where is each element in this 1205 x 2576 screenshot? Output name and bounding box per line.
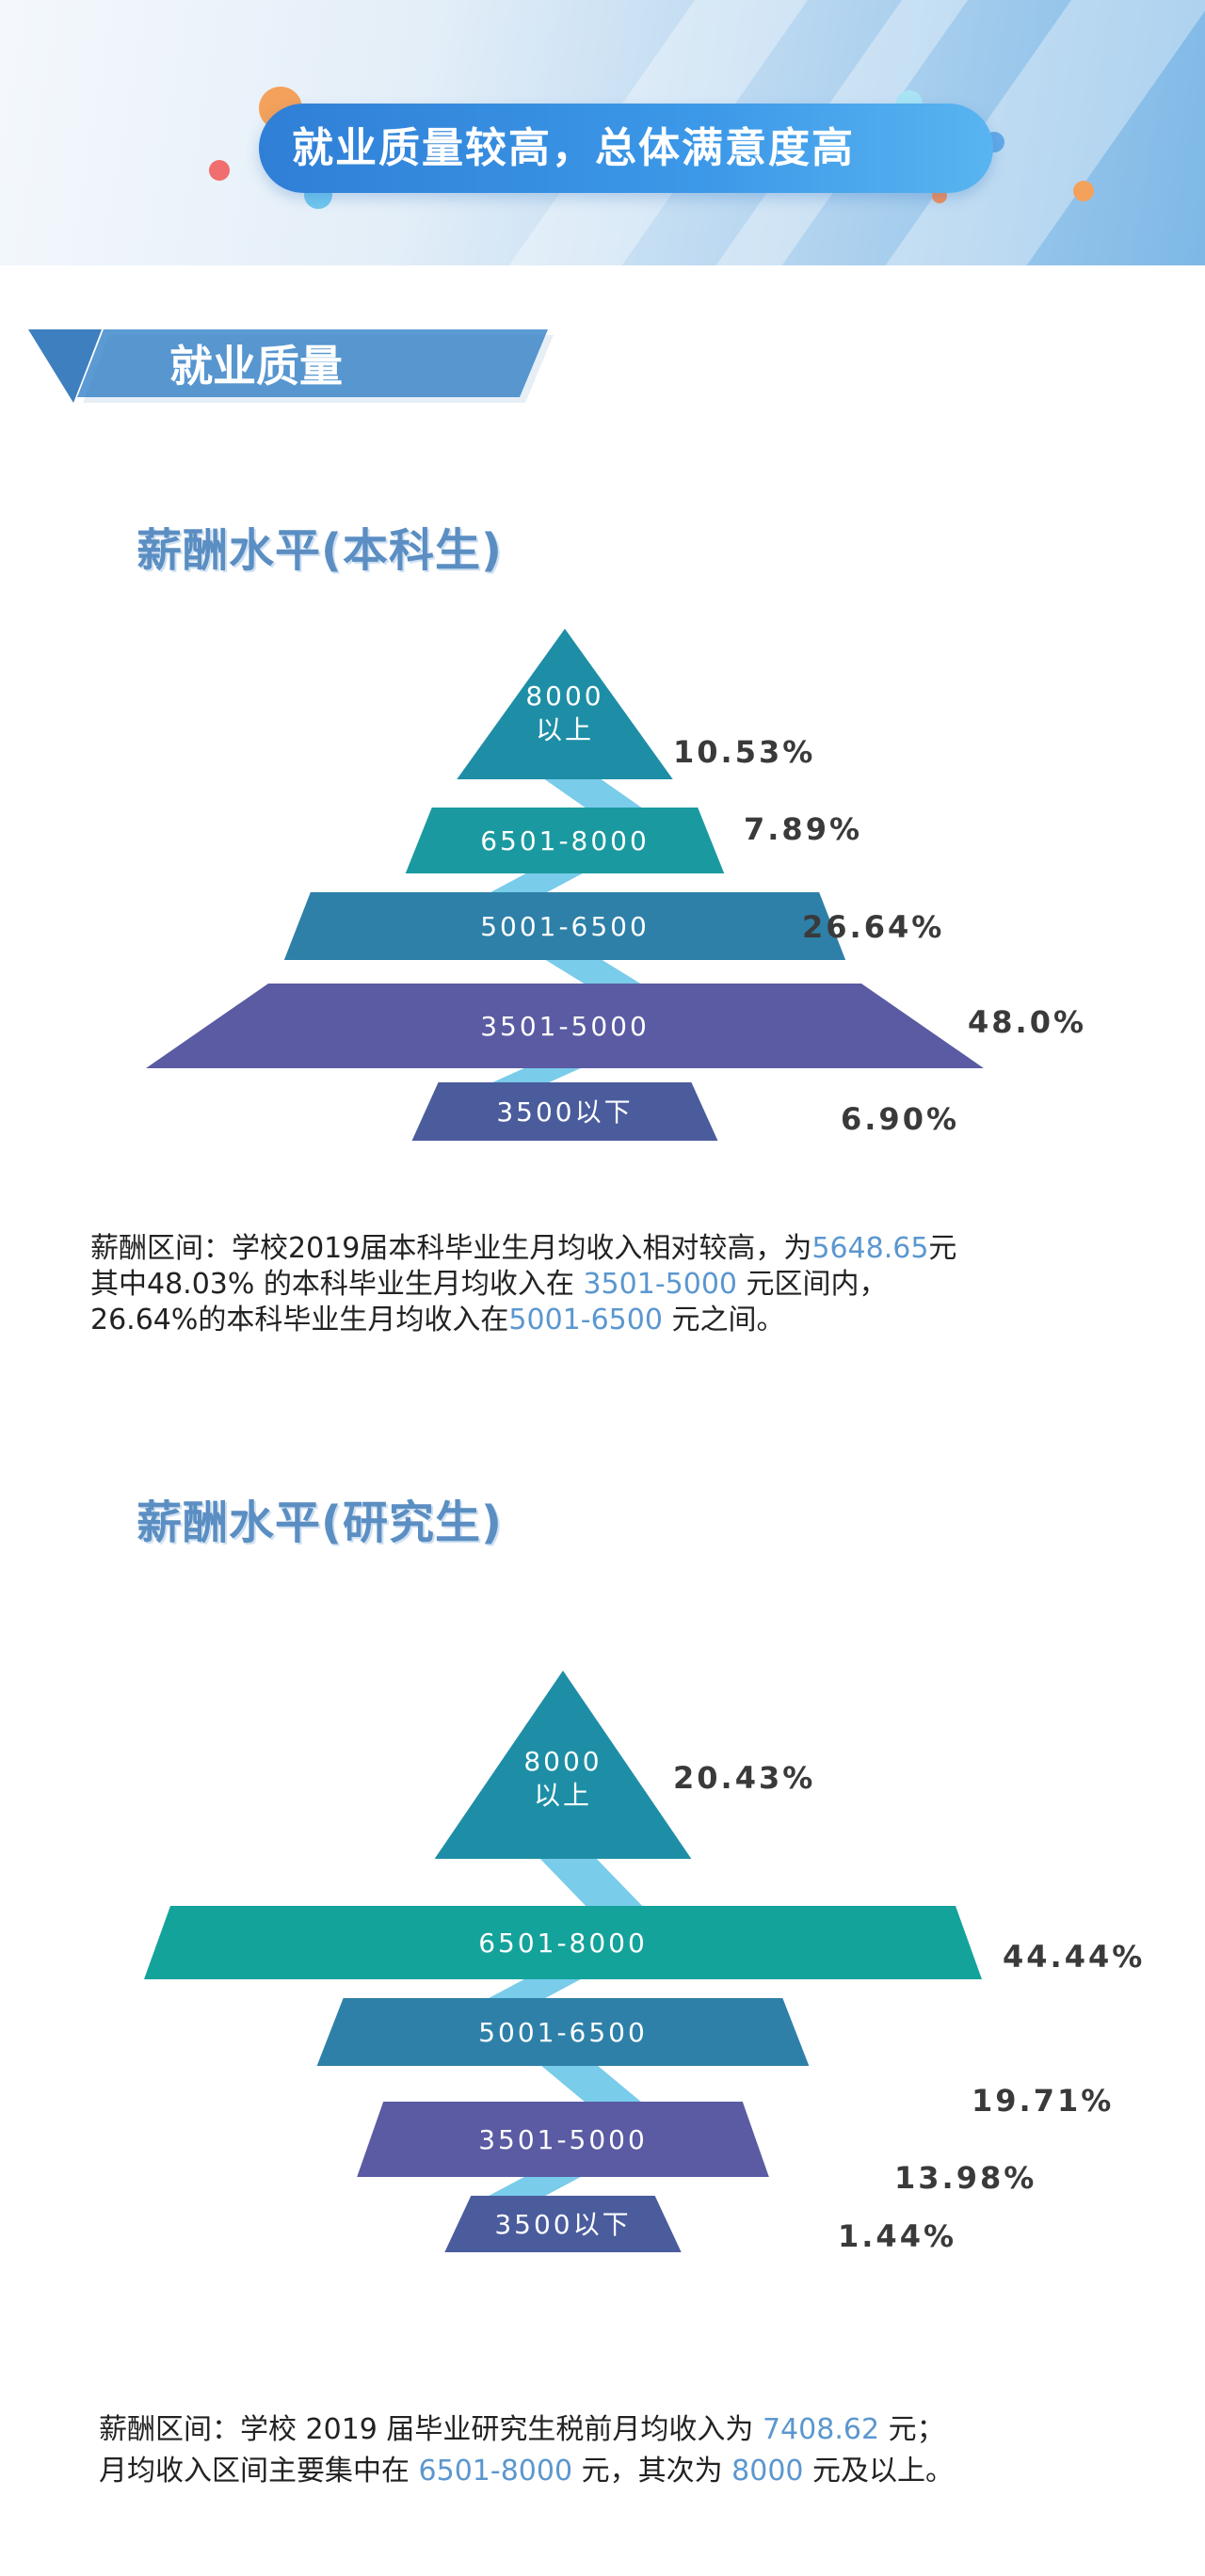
decor-dot [209,160,230,181]
paragraph-line: 26.64%的本科毕业生月均收入在5001-6500 元之间。 [90,1304,785,1336]
band-category-label: 5001-6500 [478,2017,648,2048]
connector-ribbon [478,2171,591,2201]
connector-ribbon [537,954,650,989]
pyramid-band [146,984,984,1068]
section-heading: 就业质量 [28,329,555,403]
section-heading-shape [28,329,554,403]
connector-ribbon [535,1853,648,1912]
band-category-label: 6501-8000 [480,825,650,856]
pyramid-band [457,629,673,779]
pyramid-band [405,808,725,873]
band-value-label: 1.44% [838,2218,956,2254]
band-category-label: 3500以下 [494,2209,631,2240]
connector-ribbon [480,1063,593,1088]
undergrad-paragraph: 薪酬区间：学校2019届本科毕业生月均收入相对较高，为5648.65元 其中48… [90,1231,956,1338]
band-category-label: 8000 [523,1746,602,1777]
paragraph-line: 薪酬区间：学校 2019 届毕业研究生税前月均收入为 7408.62 元； [99,2413,945,2446]
band-value-label: 26.64% [802,909,944,945]
band-value-label: 6.90% [841,1101,959,1137]
connector-ribbon [480,868,593,898]
band-value-label: 19.71% [972,2083,1114,2119]
pyramid-band [434,1671,692,1859]
band-value-label: 10.53% [673,734,815,770]
band-category-label: 6501-8000 [478,1928,648,1959]
band-category-label: 5001-6500 [480,911,650,942]
paragraph-line: 薪酬区间：学校2019届本科毕业生月均收入相对较高，为5648.65元 [90,1232,957,1265]
band-category-label: 3501-5000 [478,2124,648,2155]
connector-ribbon [537,774,650,813]
band-value-label: 13.98% [894,2160,1036,2196]
band-value-label: 20.43% [673,1760,815,1796]
band-value-label: 7.89% [744,811,862,847]
band-value-label: 44.44% [1003,1939,1145,1975]
pyramid-band [283,892,846,960]
band-value-label: 48.0% [968,1004,1086,1040]
pyramid-band [411,1082,718,1141]
connector-ribbon [478,1974,591,2004]
band-category-label: 以上 [534,1780,592,1811]
pyramid-band [316,1998,810,2066]
decor-dot [1073,181,1094,201]
pyramid-band [444,2196,682,2252]
undergrad-heading: 薪酬水平(本科生) [137,524,503,577]
connector-ribbon [535,2060,648,2107]
paragraph-line: 其中48.03% 的本科毕业生月均收入在 3501-5000 元区间内， [90,1268,888,1301]
band-category-label: 以上 [536,714,594,745]
banner-title-pill: 就业质量较高，总体满意度高 [259,104,993,193]
pyramid-band [357,2102,769,2177]
band-category-label: 8000 [525,680,603,712]
paragraph-line: 月均收入区间主要集中在 6501-8000 元，其次为 8000 元及以上。 [99,2455,955,2488]
band-category-label: 3501-5000 [480,1011,650,1042]
band-category-label: 3500以下 [496,1096,633,1128]
graduate-heading: 薪酬水平(研究生) [137,1496,503,1549]
graduate-paragraph: 薪酬区间：学校 2019 届毕业研究生税前月均收入为 7408.62 元； 月均… [99,2409,954,2492]
header-banner: 就业质量较高，总体满意度高 [0,0,1205,265]
banner-title: 就业质量较高，总体满意度高 [292,124,855,172]
pyramid-band [144,1906,982,1979]
section-heading-text: 就业质量 [169,341,343,392]
